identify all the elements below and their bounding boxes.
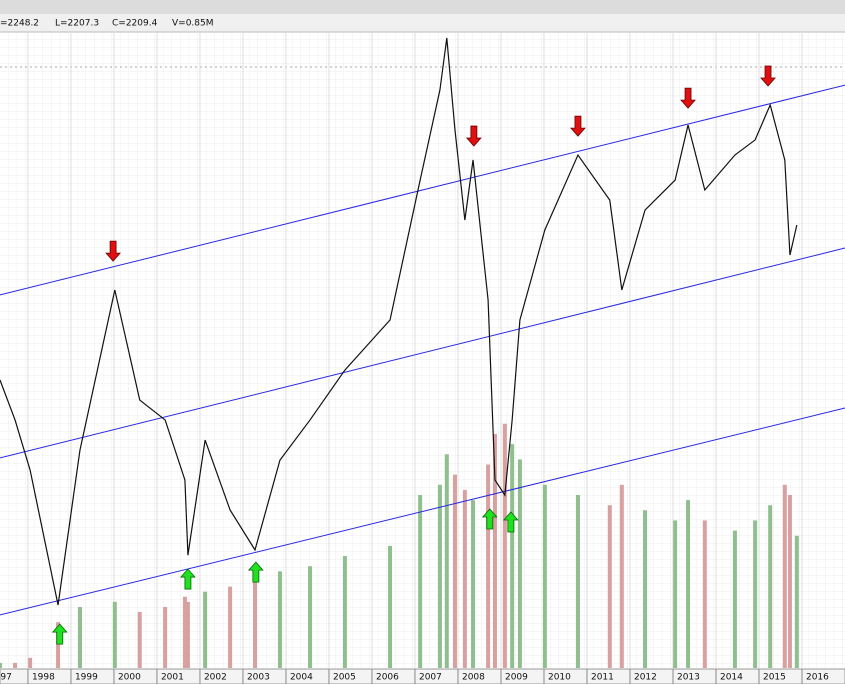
volume-bar	[308, 566, 313, 668]
volume-bar	[492, 433, 497, 668]
volume-bar	[502, 423, 507, 668]
volume-bar	[673, 520, 678, 668]
x-tick-label: 2015	[763, 673, 786, 683]
volume-bar	[0, 662, 2, 668]
x-tick-label: 1997	[0, 673, 12, 683]
volume-bar	[471, 500, 476, 668]
x-tick-label: 2005	[333, 673, 356, 683]
volume-bar	[342, 556, 347, 668]
x-tick-label: 2006	[376, 673, 399, 683]
volume-bar	[163, 606, 168, 668]
header-close: C=2209.4	[112, 19, 158, 29]
volume-bar	[619, 484, 624, 668]
volume-bar	[388, 545, 393, 668]
volume-bar	[510, 444, 515, 668]
volume-bar	[462, 489, 467, 668]
volume-bar	[437, 484, 442, 668]
buy-arrow	[247, 561, 264, 583]
volume-bar	[185, 601, 190, 668]
x-tick-label: 2002	[204, 673, 227, 683]
volume-bar	[753, 520, 758, 668]
price-line	[0, 37, 798, 606]
buy-arrow	[481, 508, 498, 530]
x-tick-label: 2008	[462, 673, 485, 683]
x-tick-label: 2014	[720, 673, 743, 683]
x-tick-label: 2003	[247, 673, 270, 683]
volume-bar	[418, 495, 423, 668]
volume-bar	[686, 500, 691, 668]
buy-arrow	[502, 511, 519, 533]
x-tick-label: 2016	[806, 673, 829, 683]
header-low: L=2207.3	[55, 19, 99, 29]
sell-arrow	[570, 115, 586, 137]
volume-bar	[253, 576, 258, 668]
x-tick-label: 2004	[290, 673, 313, 683]
x-tick-label: 2011	[591, 673, 614, 683]
sell-arrow	[105, 240, 121, 262]
x-tick-label: 2009	[505, 673, 528, 683]
volume-bar	[13, 662, 18, 668]
volume-bar	[444, 454, 449, 668]
x-tick-label: 2001	[161, 673, 184, 683]
volume-bar	[607, 505, 612, 668]
volume-bar	[77, 606, 82, 668]
volume-bar	[794, 535, 799, 668]
x-tick-label: 2007	[419, 673, 442, 683]
volume-bar	[277, 571, 282, 668]
volume-bar	[137, 612, 142, 668]
volume-bar	[782, 484, 787, 668]
volume-bar	[182, 596, 187, 668]
plot-background	[0, 33, 845, 669]
x-axis-bar	[0, 668, 845, 684]
header-high: =2248.2	[0, 19, 39, 29]
volume-bar	[643, 510, 648, 668]
sell-arrow	[680, 87, 696, 109]
header-volume: V=0.85M	[172, 19, 214, 29]
volume-bar	[702, 520, 707, 668]
volume-bar	[732, 530, 737, 668]
x-tick-label: 1998	[32, 673, 55, 683]
x-tick-label: 2012	[634, 673, 657, 683]
x-tick-label: 1999	[75, 673, 98, 683]
trend-line	[0, 247, 845, 459]
buy-arrow	[180, 568, 196, 590]
volume-bar	[452, 474, 457, 668]
header-bar	[0, 14, 845, 32]
volume-bar	[28, 657, 33, 668]
volume-bar	[56, 622, 61, 668]
trend-line	[0, 407, 845, 616]
title-bar	[0, 0, 845, 14]
volume-bar	[575, 495, 580, 668]
sell-arrow	[760, 65, 776, 87]
volume-bar	[486, 464, 491, 668]
volume-bar	[768, 505, 773, 668]
buy-arrow	[51, 623, 68, 645]
volume-bar	[517, 459, 522, 668]
volume-bar	[112, 601, 117, 668]
x-tick-label: 2000	[118, 673, 141, 683]
volume-bar	[787, 495, 792, 668]
x-tick-label: 2013	[677, 673, 700, 683]
volume-bar	[542, 484, 547, 668]
sell-arrow	[466, 125, 482, 147]
x-tick-label: 2010	[548, 673, 571, 683]
volume-bar	[228, 586, 233, 668]
volume-bar	[203, 591, 208, 668]
trend-line	[0, 84, 845, 296]
